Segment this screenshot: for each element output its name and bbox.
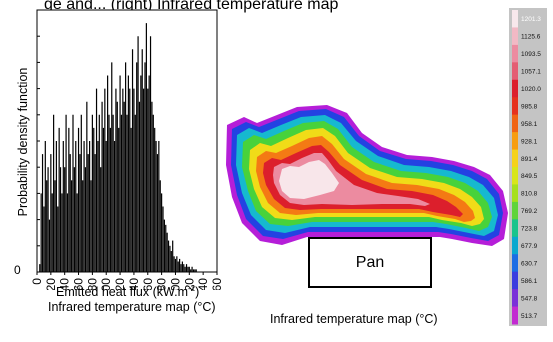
colorbar-swatch: [512, 114, 518, 133]
colorbar-tick-label: 958.1: [521, 121, 538, 128]
colorbar-swatch: [512, 184, 518, 203]
histogram-x-tick-label: 0: [30, 278, 44, 285]
histogram-x-tick-label: 220: [182, 278, 196, 290]
histogram-x-tick-label: 140: [127, 278, 141, 290]
histogram-x-tick-label: 60: [72, 278, 86, 290]
colorbar-tick-label: 630.7: [521, 260, 538, 267]
heatmap-hot-core: [279, 160, 339, 199]
colorbar-tick-label: 677.9: [521, 243, 538, 250]
colorbar-swatch: [512, 219, 518, 238]
histogram-x-tick-label: 20: [44, 278, 58, 290]
colorbar-swatch: [512, 149, 518, 168]
colorbar-tick-label: 891.4: [521, 156, 538, 163]
histogram-x-tick-label: 260: [210, 278, 224, 290]
histogram-x-tick-label: 100: [99, 278, 113, 290]
colorbar-tick-label: 723.8: [521, 226, 538, 233]
colorbar-swatch: [512, 44, 518, 63]
histogram-y-ticks: [37, 9, 40, 273]
colorbar-tick-label: 586.1: [521, 278, 538, 285]
colorbar-swatch: [512, 132, 518, 151]
colorbar-tick-label: 1093.5: [521, 51, 541, 58]
colorbar-swatch: [512, 10, 518, 28]
histogram-x-tick-label: 200: [168, 278, 182, 290]
colorbar-tick-label: 513.7: [521, 313, 538, 320]
colorbar-tick-label: 547.8: [521, 295, 538, 302]
colorbar-labels: 1201.3 1125.6 1093.5 1057.1 1020.0 985.8 958.1…: [521, 16, 541, 320]
colorbar-tick-label: 1201.3: [521, 16, 541, 23]
colorbar-tick-label: 928.1: [521, 138, 538, 145]
colorbar-tick-label: 810.8: [521, 191, 538, 198]
colorbar-swatch: [512, 271, 518, 290]
colorbar-tick-label: 985.8: [521, 103, 538, 110]
histogram-y-axis-label: Probability density function: [16, 68, 30, 217]
histogram-x-tick-label: 240: [196, 278, 210, 290]
histogram-x-ticks: 0 20 40 60 80 100 120 140 160 180 200 220 240 260: [30, 272, 224, 290]
colorbar-tick-label: 769.2: [521, 208, 538, 215]
colorbar-tick-label: 1020.0: [521, 86, 541, 93]
histogram-x-subtitle: Infrared temperature map (°C): [48, 300, 216, 314]
colorbar-swatch: [512, 27, 518, 46]
histogram-x-tick-label: 180: [155, 278, 169, 290]
histogram-x-tick-label: 40: [58, 278, 72, 290]
infrared-heatmap: [226, 105, 508, 246]
histogram-y-tick-label-0: 0: [14, 263, 21, 277]
colorbar-swatch: [512, 79, 518, 98]
colorbar-swatches: [512, 10, 518, 325]
temperature-colorbar: 1201.3 1125.6 1093.5 1057.1 1020.0 985.8 958.1…: [509, 8, 547, 326]
colorbar-swatch: [512, 236, 518, 255]
colorbar-swatch: [512, 62, 518, 81]
histogram-x-tick-label: 80: [85, 278, 99, 290]
histogram-bars: [39, 23, 197, 272]
colorbar-tick-label: 1057.1: [521, 69, 541, 76]
colorbar-swatch: [512, 97, 518, 116]
pan-annotation: Pan: [308, 237, 432, 288]
colorbar-swatch: [512, 254, 518, 273]
colorbar-swatch: [512, 201, 518, 220]
colorbar-swatch: [512, 167, 518, 185]
histogram-x-tick-label: 120: [113, 278, 127, 290]
histogram-x-tick-label: 160: [141, 278, 155, 290]
colorbar-tick-label: 849.5: [521, 173, 538, 180]
colorbar-swatch: [512, 306, 518, 325]
heatmap-caption: Infrared temperature map (°C): [270, 312, 438, 326]
colorbar-tick-label: 1125.6: [521, 34, 541, 41]
colorbar-swatch: [512, 289, 518, 308]
histogram-x-axis-label: Emitted heat flux (kW.m-2): [56, 284, 200, 300]
histogram-chart: 0 20 40 60 80 100 120 140 160 180 200 220 240 260 0 P…: [14, 9, 224, 290]
